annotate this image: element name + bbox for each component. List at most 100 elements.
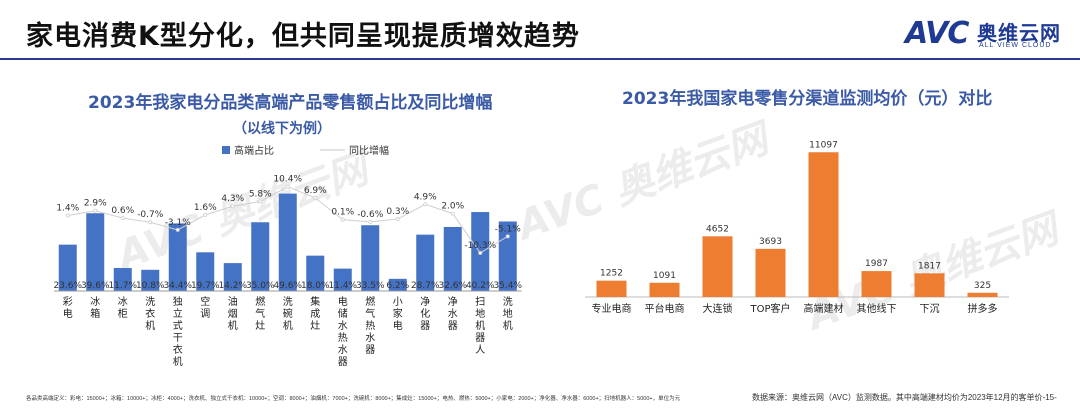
- bar-2: [113, 268, 132, 291]
- bar-1: [86, 213, 105, 291]
- category-label-15: 器: [475, 332, 485, 344]
- category-label-3: 衣: [145, 307, 155, 320]
- category-label-5: 其他线下: [857, 302, 897, 315]
- category-label-10: 电: [338, 295, 348, 308]
- logo-english-name: ALL VIEW CLOUD: [979, 42, 1052, 49]
- growth-label-10: 0.1%: [331, 208, 354, 218]
- bar-label-8: 49.6%: [273, 281, 302, 291]
- growth-label-14: 2.0%: [441, 202, 464, 212]
- growth-label-4: -3.1%: [165, 218, 192, 228]
- category-label-3: TOP客户: [749, 302, 790, 315]
- growth-point-15: [478, 250, 483, 255]
- category-label-4: 式: [173, 319, 183, 332]
- bar-6: [914, 273, 945, 297]
- bar-5: [196, 252, 215, 291]
- category-label-6: 机: [228, 319, 238, 332]
- bar-3: [141, 269, 160, 291]
- bar-8: [278, 193, 297, 291]
- category-label-0: 电: [63, 307, 73, 320]
- category-label-7: 灶: [255, 319, 265, 332]
- growth-point-5: [203, 212, 208, 217]
- category-label-6: 油: [228, 295, 238, 308]
- category-label-12: 家: [393, 307, 403, 320]
- category-label-4: 衣: [173, 343, 183, 356]
- growth-label-3: -0.7%: [137, 210, 164, 220]
- growth-point-11: [368, 219, 373, 224]
- bar-0: [58, 244, 77, 291]
- category-label-11: 气: [365, 307, 375, 320]
- category-label-10: 热: [338, 331, 348, 344]
- bar-label-6: 1817: [918, 261, 941, 271]
- bar-10: [333, 268, 352, 291]
- category-label-2: 冰: [118, 295, 128, 308]
- data-source-text: 数据来源：奥维云网（AVC）监测数据。其中高端建材均价为2023年12月的客单价: [752, 393, 1043, 402]
- growth-point-13: [423, 202, 428, 207]
- bar-0: [596, 280, 627, 297]
- bar-label-13: 28.7%: [411, 281, 440, 291]
- growth-label-8: 10.4%: [273, 175, 302, 185]
- category-label-9: 灶: [310, 319, 320, 332]
- category-label-1: 平台电商: [645, 302, 685, 315]
- growth-point-12: [395, 217, 400, 222]
- category-label-4: 机: [173, 355, 183, 368]
- category-label-15: 扫: [475, 295, 485, 308]
- bar-label-14: 32.6%: [438, 281, 467, 291]
- bar-13: [416, 234, 435, 291]
- left-chart: 高端占比 同比增幅23.6%1.4%彩电39.6%2.9%冰箱11.7%0.6%冰…: [53, 144, 522, 368]
- category-label-8: 碗: [283, 307, 293, 320]
- bar-label-12: 6.2%: [386, 281, 409, 291]
- bar-label-4: 34.4%: [163, 281, 192, 291]
- category-label-7: 燃: [255, 295, 265, 308]
- bar-label-1: 39.6%: [81, 281, 110, 291]
- category-label-2: 大连锁: [703, 302, 733, 315]
- category-label-10: 水: [338, 320, 348, 332]
- category-label-10: 水: [338, 344, 348, 356]
- bar-7: [967, 292, 998, 297]
- category-label-13: 器: [420, 320, 430, 332]
- legend-swatch-bar: [222, 146, 230, 154]
- category-label-13: 净: [420, 295, 430, 308]
- category-label-10: 器: [338, 356, 348, 368]
- right-chart: 1252 专业电商 1091 平台电商 4652 大连锁 3693 TOP客户 11097 高端建…: [585, 140, 1009, 315]
- category-label-7: 气: [255, 307, 265, 320]
- category-label-7: 拼多多: [968, 302, 998, 315]
- bar-7: [251, 222, 270, 291]
- data-source-footnote: 数据来源：奥维云网（AVC）监测数据。其中高端建材均价为2023年12月的客单价…: [752, 392, 1057, 403]
- bar-3: [755, 248, 786, 297]
- category-label-9: 集: [310, 295, 320, 308]
- bar-label-6: 14.2%: [218, 281, 247, 291]
- category-label-11: 水: [365, 332, 375, 344]
- category-label-2: 柜: [118, 307, 128, 320]
- category-label-0: 彩: [63, 296, 73, 308]
- category-label-10: 储: [338, 307, 348, 320]
- bar-label-7: 325: [974, 281, 991, 291]
- bar-label-9: 18.0%: [301, 281, 330, 291]
- bar-label-10: 11.4%: [328, 281, 357, 291]
- growth-point-14: [450, 211, 455, 216]
- category-label-14: 器: [448, 320, 458, 332]
- growth-label-7: 5.8%: [249, 189, 272, 199]
- growth-label-13: 4.9%: [414, 192, 437, 202]
- category-label-16: 洗: [503, 296, 513, 308]
- bar-label-1: 1091: [653, 271, 676, 281]
- left-chart-subtitle: （以线下为例）: [233, 121, 331, 137]
- growth-label-12: 0.3%: [386, 207, 409, 217]
- growth-point-8: [285, 184, 290, 189]
- page-number: -15-: [1042, 393, 1057, 402]
- growth-label-0: 1.4%: [56, 204, 79, 214]
- category-definition-footnote: 各品类高端定义：彩电：15000+；冰箱：10000+；冰柜：4000+；洗衣机…: [26, 396, 681, 402]
- category-label-16: 地: [503, 307, 513, 320]
- growth-label-6: 4.3%: [221, 194, 244, 204]
- growth-label-15: -10.3%: [464, 241, 496, 251]
- avc-logo: AVC 奥维云网 ALL VIEW CLOUD: [905, 14, 1075, 54]
- category-label-14: 净: [448, 295, 458, 308]
- bar-label-3: 10.8%: [136, 281, 165, 291]
- category-label-3: 洗: [145, 296, 155, 308]
- growth-label-5: 1.6%: [194, 203, 217, 213]
- bar-label-3: 3693: [759, 237, 782, 247]
- category-label-12: 小: [393, 296, 403, 308]
- bar-6: [223, 263, 242, 291]
- legend-label-bar: 高端占比: [234, 144, 274, 157]
- logo-chinese-name: 奥维云网: [977, 21, 1061, 45]
- category-label-9: 成: [310, 308, 320, 320]
